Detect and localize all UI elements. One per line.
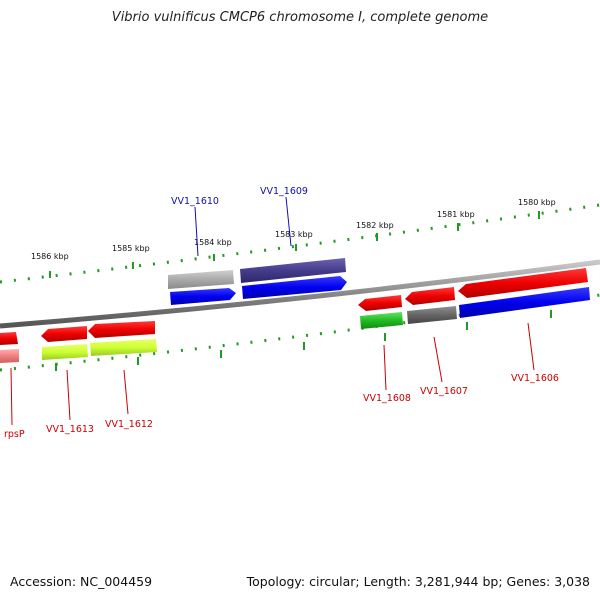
map-title: Vibrio vulnificus CMCP6 chromosome I, co… xyxy=(111,10,489,25)
gene-feature-vv1-1613[interactable] xyxy=(41,326,87,342)
topology-text: Topology: circular; Length: 3,281,944 bp… xyxy=(246,574,590,589)
outer-scale-track xyxy=(0,203,600,284)
scale-label: 1582 kbp xyxy=(356,221,394,230)
gene-feature-rpsP[interactable] xyxy=(0,332,18,345)
gene-labels: VV1_1610 VV1_1609 rpsP VV1_1613 VV1_1612… xyxy=(4,186,559,440)
scale-label: 1584 kbp xyxy=(194,238,232,247)
outer-major-ticks xyxy=(49,211,540,278)
gene-label-vv1-1610[interactable]: VV1_1610 xyxy=(171,196,219,207)
accession-text: Accession: NC_004459 xyxy=(10,574,153,589)
gene-feature-lime-2[interactable] xyxy=(90,339,157,356)
scale-label: 1583 kbp xyxy=(275,230,313,239)
gene-feature-vv1-1609[interactable] xyxy=(242,276,347,299)
gene-feature-grey[interactable] xyxy=(168,270,234,289)
gene-feature-pink[interactable] xyxy=(0,349,19,363)
gene-feature-purple[interactable] xyxy=(240,258,346,283)
gene-feature-blue-reverse[interactable] xyxy=(459,287,590,318)
gene-feature-vv1-1606[interactable] xyxy=(458,268,588,298)
gene-feature-green[interactable] xyxy=(360,312,403,329)
chromosome-backbone xyxy=(0,259,600,329)
scale-label: 1585 kbp xyxy=(112,244,150,253)
gene-label-vv1-1609[interactable]: VV1_1609 xyxy=(260,186,308,197)
gene-label-vv1-1608[interactable]: VV1_1608 xyxy=(363,393,411,404)
gene-label-rpsP[interactable]: rpsP xyxy=(4,429,25,440)
gene-label-vv1-1612[interactable]: VV1_1612 xyxy=(105,419,153,430)
label-leaders-blue xyxy=(194,196,292,257)
gene-feature-dark-grey[interactable] xyxy=(407,306,457,324)
gene-label-vv1-1606[interactable]: VV1_1606 xyxy=(511,373,559,384)
gene-feature-vv1-1608[interactable] xyxy=(358,295,402,311)
inner-major-ticks xyxy=(55,310,552,371)
gene-feature-vv1-1607[interactable] xyxy=(405,287,455,305)
gene-feature-lime-1[interactable] xyxy=(42,344,88,360)
scale-label: 1581 kbp xyxy=(437,210,475,219)
gene-feature-vv1-1612[interactable] xyxy=(88,321,155,338)
gene-label-vv1-1613[interactable]: VV1_1613 xyxy=(46,424,94,435)
label-leaders-red xyxy=(10,322,535,426)
gene-label-vv1-1607[interactable]: VV1_1607 xyxy=(420,386,468,397)
scale-labels: 1586 kbp 1585 kbp 1584 kbp 1583 kbp 1582… xyxy=(31,198,556,261)
scale-label: 1586 kbp xyxy=(31,252,69,261)
gene-feature-vv1-1610[interactable] xyxy=(170,288,236,305)
scale-label: 1580 kbp xyxy=(518,198,556,207)
